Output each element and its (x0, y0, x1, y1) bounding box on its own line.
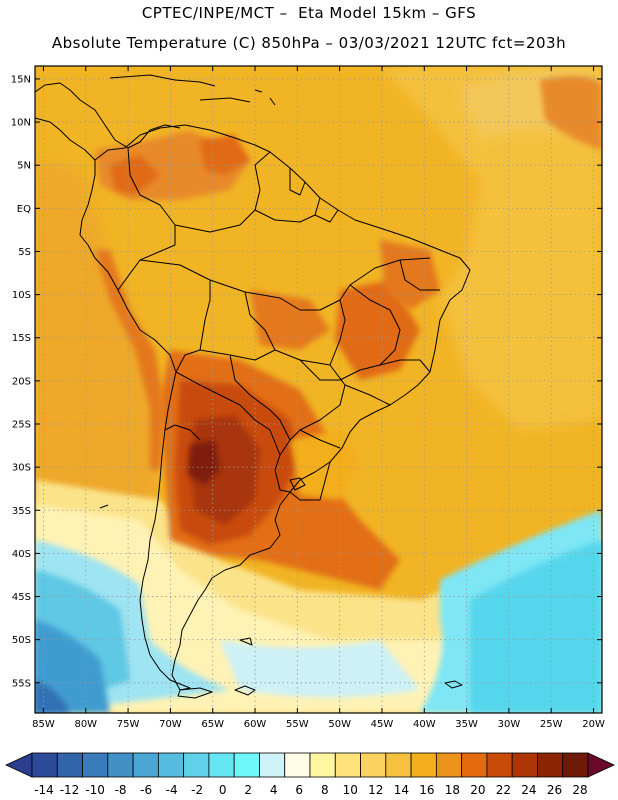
colorbar-swatch (31, 752, 58, 778)
lon-tick-label: 45W (371, 719, 394, 730)
axis-ticks (35, 66, 602, 713)
colorbar-swatch (259, 752, 286, 778)
lon-tick-label: 70W (159, 719, 182, 730)
lon-tick-label: 75W (117, 719, 140, 730)
lat-tick-label: 25S (12, 420, 31, 431)
lat-tick-label: 50S (12, 635, 31, 646)
lon-tick-label: 35W (455, 719, 478, 730)
colorbar-label: 24 (521, 783, 536, 797)
colorbar-swatch (486, 752, 513, 778)
colorbar-label: -12 (60, 783, 80, 797)
colorbar-label: 10 (343, 783, 358, 797)
colorbar-label: 0 (219, 783, 227, 797)
coastlines-and-borders (35, 74, 471, 699)
colorbar-swatch (511, 752, 538, 778)
lon-tick-label: 65W (201, 719, 224, 730)
colorbar-swatch (435, 752, 463, 778)
lat-tick-label: 45S (12, 592, 31, 603)
colorbar-swatch (461, 752, 488, 778)
colorbar-swatch (233, 752, 260, 778)
colorbar-swatch (562, 752, 589, 778)
colorbar-swatch (56, 752, 83, 778)
colorbar-swatch (334, 752, 361, 778)
map-frame (34, 65, 603, 714)
colorbar-label: 18 (445, 783, 460, 797)
colorbar-label: -14 (34, 783, 54, 797)
colorbar-swatch (183, 752, 210, 778)
lat-tick-label: 5N (17, 161, 31, 172)
temperature-colorbar (5, 752, 615, 778)
colorbar-label: -6 (140, 783, 152, 797)
lat-tick-label: 15S (12, 333, 31, 344)
colorbar-swatch (410, 752, 437, 778)
latitude-labels: 15N 10N 5N EQ 5S 10S 15S 20S 25S 30S 35S 40S 45S 50S 5… (11, 74, 31, 689)
colorbar-swatch (208, 752, 235, 778)
colorbar-label: 8 (321, 783, 329, 797)
colorbar-swatch (309, 752, 336, 778)
colorbar-swatch (107, 752, 134, 778)
colorbar-label: -4 (166, 783, 178, 797)
map-title-line-1: CPTEC/INPE/MCT – Eta Model 15km – GFS (141, 4, 477, 22)
colorbar-label: 28 (572, 783, 587, 797)
lon-tick-label: 30W (498, 719, 521, 730)
colorbar-label: -10 (85, 783, 105, 797)
lon-tick-label: 50W (328, 719, 351, 730)
lon-tick-label: 20W (582, 719, 605, 730)
colorbar-label: 22 (496, 783, 511, 797)
lat-tick-label: 20S (12, 376, 31, 387)
lat-tick-label: 40S (12, 549, 31, 560)
colorbar-label: 2 (244, 783, 252, 797)
lon-tick-label: 55W (286, 719, 309, 730)
lat-tick-label: EQ (17, 204, 31, 215)
colorbar-swatch (537, 752, 564, 778)
colorbar-swatch (360, 752, 387, 778)
lon-tick-label: 80W (74, 719, 97, 730)
lat-tick-label: 15N (11, 74, 31, 85)
lon-tick-label: 40W (413, 719, 436, 730)
lat-tick-label: 35S (12, 506, 31, 517)
colorbar-label: 6 (295, 783, 303, 797)
colorbar-label: 16 (419, 783, 434, 797)
colorbar-label: 12 (368, 783, 383, 797)
lat-tick-label: 10N (11, 118, 31, 129)
colorbar-labels: -14 -12 -10 -8 -6 -4 -2 0 2 4 6 8 10 12 14 16 18 20 22 24 26… (34, 783, 587, 797)
colorbar-label: 20 (470, 783, 485, 797)
colorbar-label: 4 (270, 783, 278, 797)
colorbar-over-arrow (587, 752, 615, 778)
lon-tick-label: 85W (32, 719, 55, 730)
colorbar-label: 14 (394, 783, 409, 797)
colorbar-under-arrow (5, 752, 33, 778)
lat-tick-label: 5S (18, 247, 31, 258)
longitude-labels: 85W 80W 75W 70W 65W 60W 55W 50W 45W 40W 35W 30W 25W 2… (32, 719, 605, 730)
colorbar-swatch (82, 752, 109, 778)
lon-tick-label: 60W (244, 719, 267, 730)
map-title-line-2: Absolute Temperature (C) 850hPa – 03/03/… (51, 34, 567, 52)
lat-tick-label: 10S (12, 290, 31, 301)
colorbar-label: -8 (115, 783, 127, 797)
colorbar-swatch (157, 752, 185, 778)
colorbar-swatch (385, 752, 412, 778)
temperature-field (35, 66, 602, 713)
lat-tick-label: 55S (12, 678, 31, 689)
colorbar-swatch (132, 752, 159, 778)
lat-tick-label: 30S (12, 463, 31, 474)
colorbar-label: -2 (191, 783, 203, 797)
lon-tick-label: 25W (540, 719, 563, 730)
colorbar-label: 26 (547, 783, 562, 797)
colorbar-swatch (284, 752, 311, 778)
